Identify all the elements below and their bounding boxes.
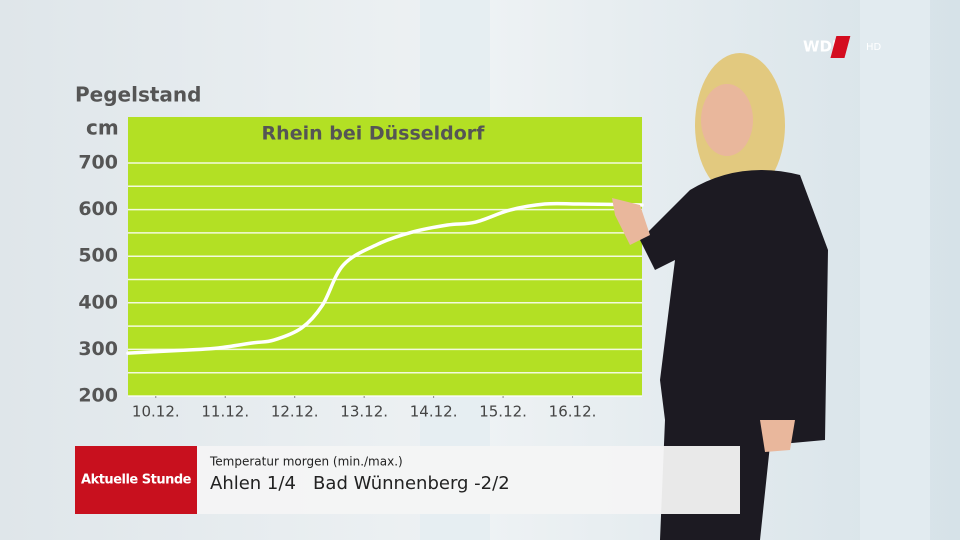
studio-panel: [860, 0, 930, 540]
y-axis-label: Pegelstand: [75, 83, 201, 107]
show-name: Aktuelle Stunde: [81, 473, 192, 488]
x-tick-label: 13.12.: [340, 403, 388, 421]
lower-third-panel: [197, 446, 740, 514]
chart-title: Rhein bei Düsseldorf: [262, 123, 486, 145]
show-box: [75, 446, 197, 514]
y-tick-label: 600: [78, 198, 118, 220]
data-line: [126, 201, 644, 355]
y-unit: cm: [86, 116, 119, 140]
chart: Pegelstand cm Rhein bei Düsseldorf 200 300…: [75, 83, 644, 421]
logo: WDR HD: [803, 36, 882, 58]
lower-third: Aktuelle Stunde Temperatur morgen (min./…: [75, 446, 740, 514]
y-tick-label: 200: [78, 385, 118, 407]
x-tick-label: 16.12.: [549, 403, 597, 421]
y-tick-label: 500: [78, 245, 118, 267]
x-tick-label: 10.12.: [132, 403, 180, 421]
x-tick-label: 15.12.: [479, 403, 527, 421]
x-tick-label: 11.12.: [201, 403, 249, 421]
x-tick-label: 14.12.: [410, 403, 458, 421]
logo-quality: HD: [866, 42, 882, 53]
y-tick-label: 700: [78, 152, 118, 174]
y-tick-label: 400: [78, 291, 118, 313]
logo-mark: [830, 36, 851, 58]
y-tick-label: 300: [78, 338, 118, 360]
caption: Temperatur morgen (min./max.): [209, 455, 403, 469]
headline: Ahlen 1/4 Bad Wünnenberg -2/2: [210, 473, 510, 494]
x-tick-label: 12.12.: [271, 403, 319, 421]
